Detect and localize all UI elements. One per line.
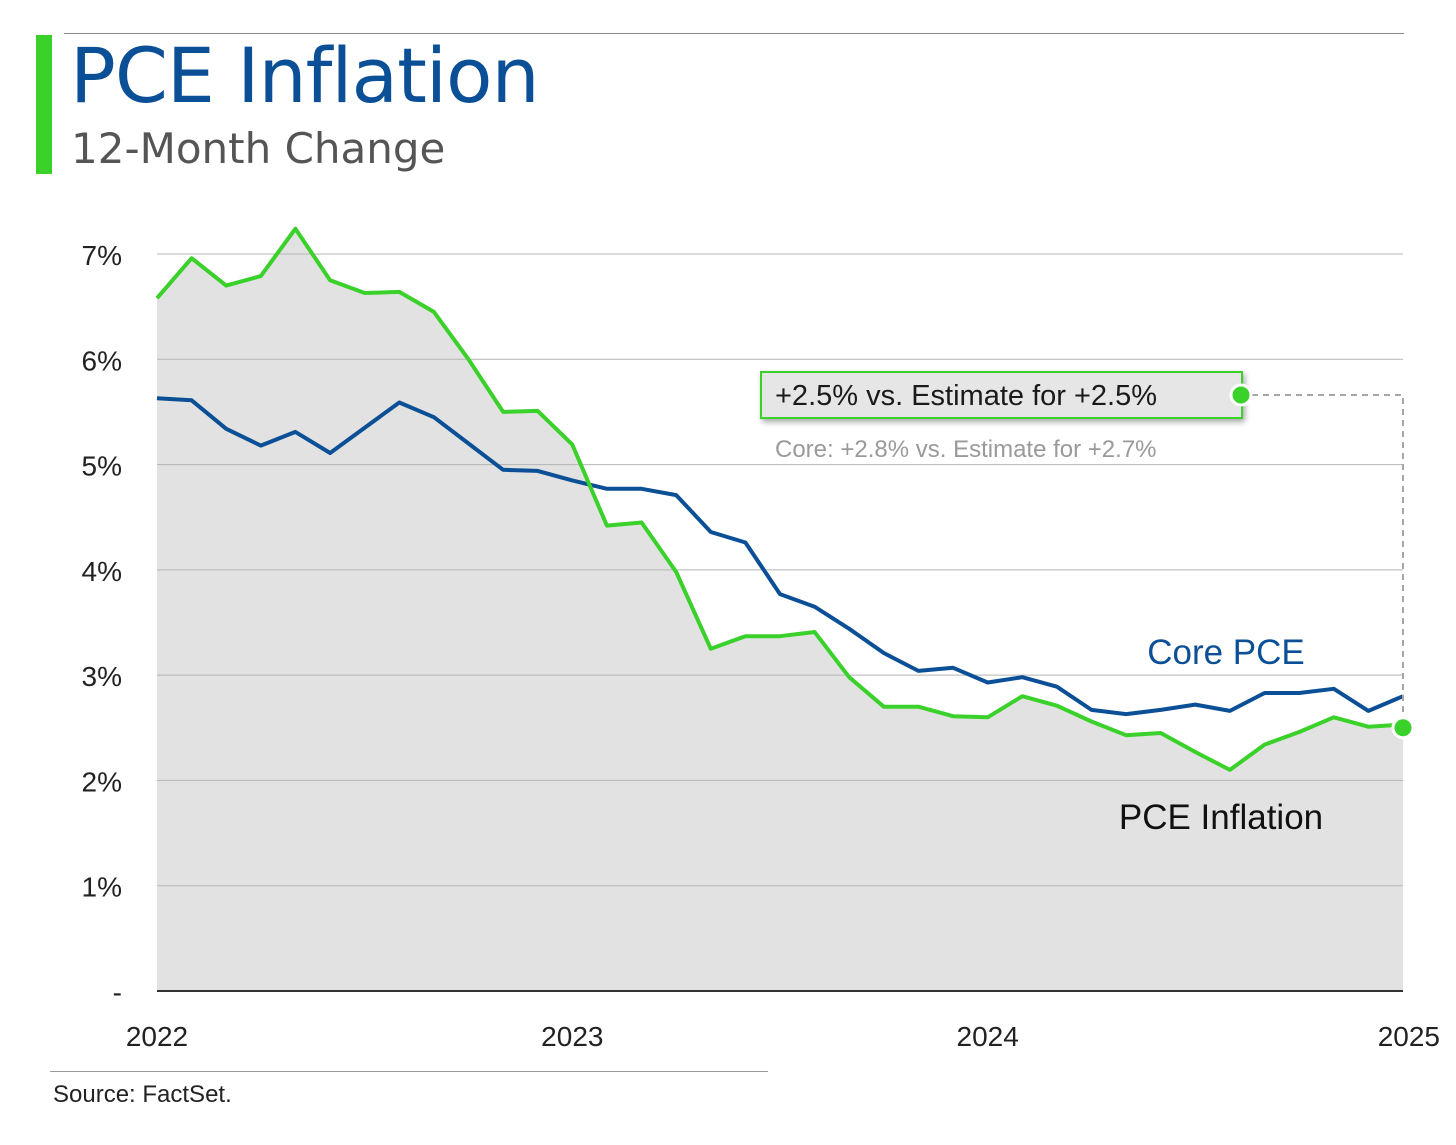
y-tick-label: 6% <box>82 345 122 376</box>
series-label-pce-inflation: PCE Inflation <box>1119 798 1323 837</box>
footer-rule <box>50 1071 768 1072</box>
top-rule <box>64 33 1404 34</box>
title-accent-bar <box>36 35 52 174</box>
core-pce-line <box>156 396 1404 717</box>
page-title: PCE Inflation <box>70 31 540 120</box>
y-tick-label: 3% <box>82 661 122 692</box>
y-tick-label: 5% <box>82 451 122 482</box>
y-tick-label: 4% <box>82 556 122 587</box>
x-tick-label: 2025 <box>1378 1021 1440 1052</box>
x-tick-label: 2023 <box>541 1021 603 1052</box>
x-tick-label: 2022 <box>126 1021 188 1052</box>
series-label-core-pce: Core PCE <box>1147 633 1305 672</box>
pce-latest-point <box>1391 716 1415 740</box>
grid-lines <box>157 253 1403 887</box>
y-tick-label: 7% <box>82 240 122 271</box>
y-axis-ticks: - 1% 2% 3% 4% 5% 6% 7% <box>82 240 122 1008</box>
y-tick-label: 2% <box>82 766 122 797</box>
x-tick-label: 2024 <box>957 1021 1019 1052</box>
pce-area-fill <box>157 228 1403 991</box>
y-tick-label: - <box>113 977 122 1008</box>
source-note: Source: FactSet. <box>53 1081 232 1108</box>
y-tick-label: 1% <box>82 872 122 903</box>
pce-inflation-line <box>155 226 1404 772</box>
annotation-core-note: Core: +2.8% vs. Estimate for +2.7% <box>775 436 1157 463</box>
annotation-leader-line <box>1252 394 1404 718</box>
x-axis-ticks: 2022 2023 2024 2025 <box>126 1021 1440 1052</box>
page-subtitle: 12-Month Change <box>71 124 446 173</box>
annotation-marker <box>1229 383 1253 407</box>
annotation-headline: +2.5% vs. Estimate for +2.5% <box>775 380 1157 412</box>
